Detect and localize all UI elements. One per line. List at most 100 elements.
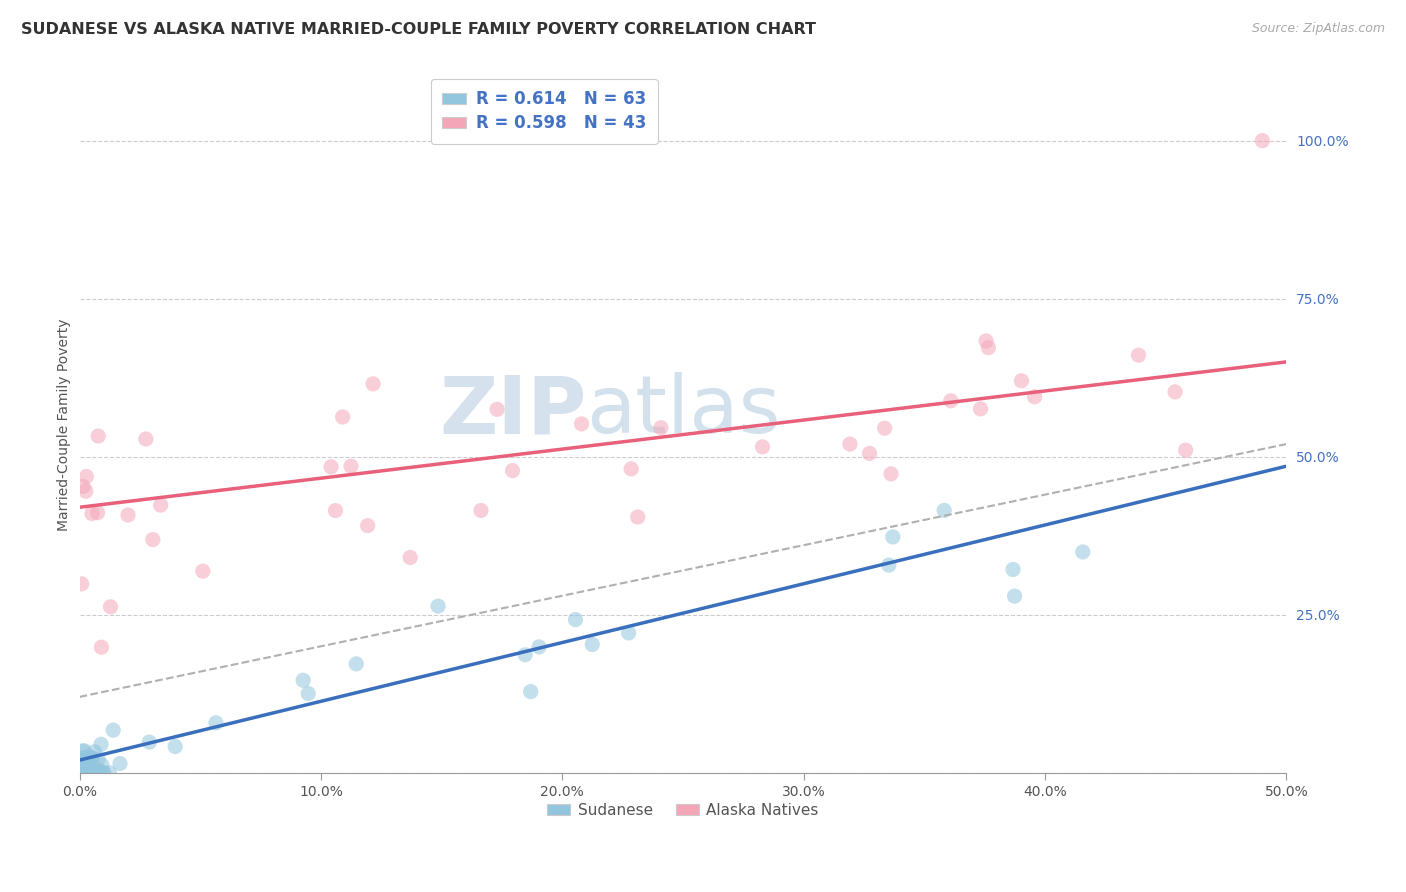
Point: [527, 640, 550, 654]
Point: [69, 754, 91, 768]
Point: [332, 409, 354, 424]
Point: [344, 657, 367, 671]
Point: [581, 637, 603, 651]
Point: [873, 421, 896, 435]
Point: [1002, 562, 1025, 576]
Point: [69, 765, 91, 780]
Point: [72, 479, 94, 493]
Point: [72, 763, 94, 777]
Point: [880, 467, 903, 481]
Point: [292, 673, 315, 688]
Point: [72, 765, 94, 780]
Point: [939, 393, 962, 408]
Point: [90, 737, 112, 751]
Point: [325, 503, 347, 517]
Point: [70, 765, 93, 780]
Point: [564, 613, 586, 627]
Point: [515, 648, 537, 662]
Point: [75, 762, 97, 776]
Point: [69, 751, 91, 765]
Point: [86, 765, 108, 780]
Point: [86, 763, 108, 777]
Point: [75, 765, 97, 780]
Point: [149, 498, 172, 512]
Point: [101, 723, 124, 738]
Point: [1004, 589, 1026, 603]
Point: [73, 765, 96, 780]
Point: [142, 533, 165, 547]
Point: [427, 599, 450, 614]
Point: [470, 503, 492, 517]
Point: [969, 401, 991, 416]
Point: [90, 758, 112, 772]
Point: [93, 765, 115, 780]
Point: [98, 765, 121, 780]
Point: [73, 765, 96, 780]
Point: [75, 484, 97, 499]
Point: [108, 756, 131, 771]
Point: [86, 506, 108, 520]
Point: [974, 334, 997, 348]
Point: [80, 751, 103, 765]
Point: [1071, 545, 1094, 559]
Point: [319, 459, 342, 474]
Point: [79, 765, 101, 780]
Point: [882, 530, 904, 544]
Point: [1024, 390, 1046, 404]
Point: [80, 750, 103, 764]
Point: [73, 744, 96, 758]
Legend: Sudanese, Alaska Natives: Sudanese, Alaska Natives: [541, 797, 825, 824]
Point: [1164, 384, 1187, 399]
Point: [117, 508, 139, 522]
Point: [77, 749, 100, 764]
Point: [205, 715, 228, 730]
Point: [519, 684, 541, 698]
Point: [356, 518, 378, 533]
Point: [80, 507, 103, 521]
Point: [839, 437, 862, 451]
Point: [87, 429, 110, 443]
Point: [340, 459, 363, 474]
Text: Source: ZipAtlas.com: Source: ZipAtlas.com: [1251, 22, 1385, 36]
Text: SUDANESE VS ALASKA NATIVE MARRIED-COUPLE FAMILY POVERTY CORRELATION CHART: SUDANESE VS ALASKA NATIVE MARRIED-COUPLE…: [21, 22, 815, 37]
Point: [165, 739, 187, 754]
Point: [486, 402, 509, 417]
Text: atlas: atlas: [586, 372, 780, 450]
Point: [620, 462, 643, 476]
Point: [80, 764, 103, 779]
Point: [191, 564, 214, 578]
Point: [89, 764, 111, 778]
Point: [858, 446, 880, 460]
Point: [1174, 443, 1197, 458]
Point: [76, 765, 98, 780]
Point: [399, 550, 422, 565]
Text: ZIP: ZIP: [439, 372, 586, 450]
Point: [1251, 134, 1274, 148]
Point: [502, 464, 524, 478]
Y-axis label: Married-Couple Family Poverty: Married-Couple Family Poverty: [58, 318, 72, 532]
Point: [877, 558, 900, 573]
Point: [977, 341, 1000, 355]
Point: [138, 735, 160, 749]
Point: [69, 759, 91, 773]
Point: [70, 765, 93, 780]
Point: [361, 376, 384, 391]
Point: [571, 417, 593, 431]
Point: [90, 640, 112, 655]
Point: [75, 469, 97, 483]
Point: [617, 626, 640, 640]
Point: [70, 765, 93, 780]
Point: [70, 756, 93, 770]
Point: [135, 432, 157, 446]
Point: [100, 599, 122, 614]
Point: [69, 753, 91, 767]
Point: [87, 752, 110, 766]
Point: [650, 421, 672, 435]
Point: [72, 765, 94, 780]
Point: [93, 765, 115, 780]
Point: [69, 765, 91, 780]
Point: [83, 745, 105, 759]
Point: [1010, 374, 1032, 388]
Point: [70, 577, 93, 591]
Point: [751, 440, 773, 454]
